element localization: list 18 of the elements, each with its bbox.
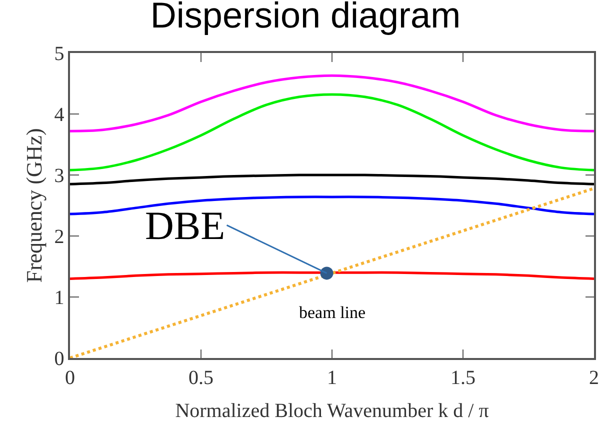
y-axis-title: Frequency (GHz) — [22, 128, 47, 283]
y-tick-label: 4 — [54, 104, 64, 126]
line-series — [70, 74, 594, 132]
x-tick-label: 1.5 — [450, 366, 476, 389]
line-series — [70, 174, 594, 186]
annotation: DBE — [145, 203, 225, 248]
y-tick-label: 5 — [54, 43, 64, 65]
x-tick-label: 1 — [327, 366, 337, 389]
y-tick-label: 3 — [54, 165, 64, 187]
x-axis-title: Normalized Bloch Wavenumber k d / π — [175, 400, 489, 422]
y-tick-label: 0 — [54, 348, 64, 370]
y-tick-label: 2 — [54, 226, 64, 248]
line-series — [70, 93, 594, 172]
x-tick-label: 0.5 — [188, 366, 214, 389]
chart-title: Dispersion diagram — [150, 0, 461, 36]
annotation: beam line — [299, 303, 366, 322]
x-tick-label: 2 — [589, 366, 599, 389]
y-tick-label: 1 — [54, 287, 64, 309]
